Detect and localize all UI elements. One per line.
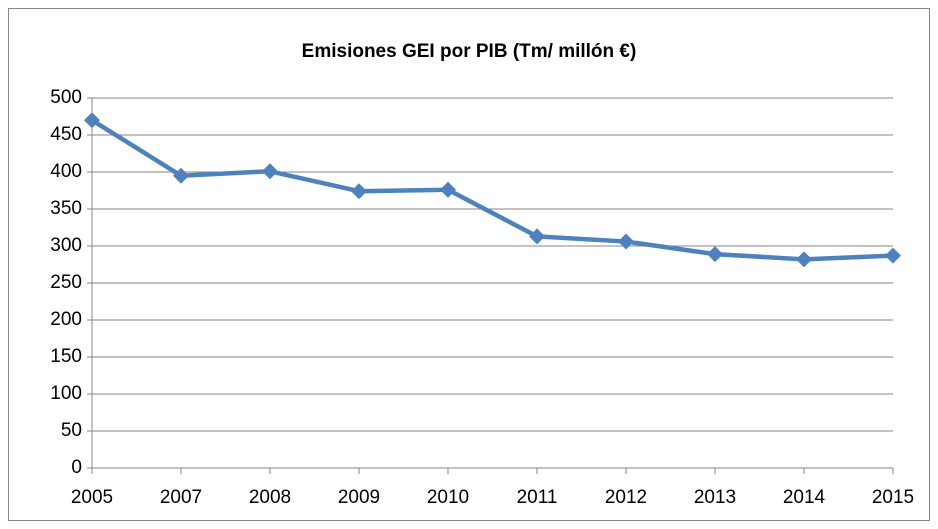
series-marker	[84, 112, 100, 129]
y-tick-label: 500	[50, 87, 82, 108]
y-tick-label: 50	[61, 420, 82, 441]
y-tick-label: 200	[50, 309, 82, 330]
y-tick-label: 150	[50, 346, 82, 367]
series-marker	[440, 181, 456, 198]
chart-border	[8, 8, 930, 521]
series-marker	[173, 167, 189, 184]
x-tick-label: 2007	[160, 487, 202, 508]
series-marker	[618, 233, 634, 250]
y-tick-label: 100	[50, 383, 82, 404]
x-tick-label: 2010	[427, 487, 469, 508]
series-marker	[529, 228, 545, 245]
x-tick-label: 2005	[71, 487, 113, 508]
series-marker	[262, 163, 278, 180]
y-tick-label: 250	[50, 272, 82, 293]
chart-title: Emisiones GEI por PIB (Tm/ millón €)	[302, 41, 637, 62]
y-tick-label: 400	[50, 161, 82, 182]
x-tick-label: 2008	[249, 487, 291, 508]
y-tick-label: 0	[71, 457, 82, 478]
series-line	[90, 118, 894, 262]
y-tick-label: 300	[50, 235, 82, 256]
y-tick-label: 350	[50, 198, 82, 219]
series-marker	[351, 183, 367, 200]
x-tick-label: 2012	[605, 487, 647, 508]
series-marker	[707, 246, 723, 263]
x-tick-label: 2015	[872, 487, 914, 508]
x-tick-label: 2013	[694, 487, 736, 508]
x-tick-label: 2009	[338, 487, 380, 508]
y-tick-label: 450	[50, 124, 82, 145]
series-marker	[885, 247, 901, 264]
series-marker	[796, 251, 812, 268]
x-tick-label: 2014	[783, 487, 826, 508]
x-tick-label: 2011	[517, 487, 558, 508]
